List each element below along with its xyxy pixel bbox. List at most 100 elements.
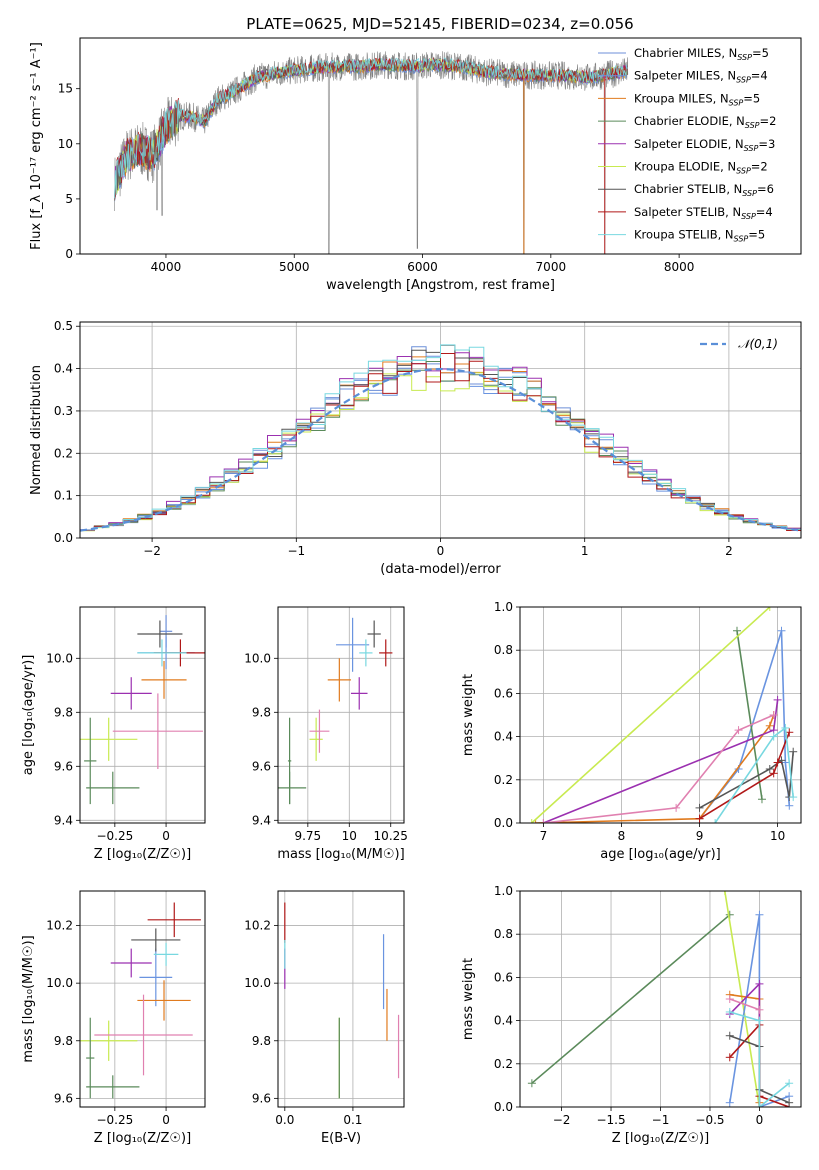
- plot-frame: [79, 890, 206, 1108]
- model-spectrum: [114, 58, 628, 201]
- legend-subscript: SSP: [736, 76, 751, 85]
- legend-subscript: SSP: [744, 144, 759, 153]
- weight-series-line: [531, 607, 771, 823]
- legend-subscript: SSP: [736, 167, 751, 176]
- plot-frame: [277, 606, 405, 824]
- model-spectrum: [114, 57, 628, 200]
- x-tick-label: 9: [696, 829, 704, 843]
- x-axis-label: wavelength [Angstrom, rest frame]: [326, 278, 555, 293]
- age-vs-mass-panel: 9.75 10 10.25 9.4 9.6 9.8 10.0 mass [log₁₀(M/M☉…: [244, 606, 408, 862]
- y-tick-label: 0.2: [494, 1057, 513, 1071]
- x-tick-label: 7000: [536, 260, 567, 274]
- figure-title: PLATE=0625, MJD=52145, FIBERID=0234, z=0…: [246, 15, 633, 33]
- legend-label: Kroupa STELIB, NSSP=5: [634, 228, 765, 244]
- spectrum-panel: 4000 5000 6000 7000 8000 0 5 10 15 wavelength [An…: [29, 37, 802, 293]
- x-tick-label: 2: [725, 544, 733, 558]
- y-tick-label: 0.0: [54, 531, 73, 545]
- x-tick-label: 10: [342, 829, 357, 843]
- y-tick-label: 9.6: [252, 759, 271, 773]
- plot-frame: [519, 606, 802, 824]
- legend-nssp: =2: [760, 114, 777, 128]
- legend-subscript: SSP: [734, 235, 749, 244]
- plot-frame: [277, 890, 405, 1108]
- y-tick-label: 9.4: [54, 813, 73, 827]
- x-tick-label: 10.25: [374, 829, 408, 843]
- weight-vs-age-panel: 7 8 9 10 0.0 0.2 0.4 0.6 0.8 1.0 age [log₁₀(age/yr…: [461, 600, 802, 862]
- y-axis-label: mass [log₁₀(M/M☉)]: [21, 935, 36, 1062]
- plot-frame: [79, 37, 802, 255]
- y-tick-label: 0.8: [494, 927, 513, 941]
- x-tick-label: 8: [618, 829, 626, 843]
- y-tick-label: 9.6: [252, 1091, 271, 1105]
- legend-subscript: SSP: [742, 189, 757, 198]
- model-spectrum: [114, 59, 628, 201]
- legend-nssp: =3: [758, 137, 775, 151]
- x-axis-label: E(B-V): [321, 1131, 361, 1146]
- weight-series-line: [535, 714, 775, 823]
- x-axis-label: Z [log₁₀(Z/Z☉)]: [612, 1131, 709, 1146]
- y-tick-label: 9.8: [252, 705, 271, 719]
- y-tick-label: 9.8: [54, 1034, 73, 1048]
- residual-histogram: [80, 353, 801, 531]
- mass-vs-EBV-data: [284, 902, 400, 1099]
- weight-vs-age-data: [527, 607, 798, 823]
- y-tick-label: 0.4: [494, 1014, 513, 1028]
- y-tick-label: 5: [65, 192, 73, 206]
- age-vs-mass-data: [278, 617, 393, 805]
- residuals-data: [80, 344, 801, 532]
- weight-series-line: [736, 630, 763, 800]
- legend-subscript: SSP: [737, 53, 752, 62]
- legend-label: Salpeter STELIB, NSSP=4: [634, 205, 773, 221]
- mass-vs-EBV-panel: 0.0 0.1 9.6 9.8 10.0 10.2 E(B-V): [244, 890, 405, 1146]
- weight-vs-Z-panel: −2 −1.5 −1 −0.5 0 0.0 0.2 0.4 0.6 0.8 1.0 Z [log₁₀(…: [461, 884, 802, 1146]
- model-spectrum: [114, 60, 628, 202]
- y-tick-label: 1.0: [494, 884, 513, 898]
- model-spectrum: [114, 57, 628, 199]
- y-tick-label: 9.6: [54, 1091, 73, 1105]
- legend-label: 𝒩(0,1): [738, 337, 778, 351]
- x-tick-label: 10: [770, 829, 785, 843]
- x-tick-label: 0: [162, 1113, 170, 1127]
- y-tick-label: 0.2: [54, 446, 73, 460]
- x-tick-label: 0: [162, 829, 170, 843]
- weight-series-line: [724, 891, 761, 1107]
- y-tick-label: 10.2: [46, 919, 73, 933]
- weight-series-line: [714, 726, 794, 823]
- plot-frame: [519, 890, 802, 1108]
- y-tick-label: 1.0: [494, 600, 513, 614]
- spectrum-data: [114, 51, 629, 254]
- weight-vs-Z-data: [527, 891, 794, 1107]
- y-tick-label: 0.8: [494, 643, 513, 657]
- legend-nssp: =4: [751, 69, 768, 83]
- legend-subscript: SSP: [729, 98, 744, 107]
- x-tick-label: 5000: [279, 260, 310, 274]
- y-tick-label: 9.4: [252, 813, 271, 827]
- y-tick-label: 0.5: [54, 319, 73, 333]
- mass-vs-Z-panel: −0.25 0 9.6 9.8 10.0 10.2 Z [log₁₀(Z/Z☉)] mass …: [21, 890, 206, 1146]
- x-tick-label: −2: [143, 544, 161, 558]
- legend-label: Salpeter MILES, NSSP=4: [634, 69, 768, 85]
- x-tick-label: 4000: [151, 260, 182, 274]
- x-axis-label: Z [log₁₀(Z/Z☉)]: [94, 1131, 191, 1146]
- x-tick-label: 1: [581, 544, 589, 558]
- x-tick-label: −1.5: [596, 1113, 625, 1127]
- age-vs-Z-panel: −0.25 0 9.4 9.6 9.8 10.0 Z [log₁₀(Z/Z☉)] age [l…: [21, 606, 206, 862]
- weight-series-line: [543, 714, 775, 823]
- y-tick-label: 0.0: [494, 1100, 513, 1114]
- y-tick-label: 10.2: [244, 919, 271, 933]
- legend-nssp: =6: [757, 182, 774, 196]
- legend-subscript: SSP: [741, 212, 756, 221]
- weight-series-line: [729, 998, 760, 1011]
- residuals-panel: −2 −1 0 1 2 0.0 0.1 0.2 0.3 0.4 0.5 (data-model)/er…: [29, 319, 802, 577]
- x-tick-label: 7: [540, 829, 548, 843]
- legend-label: Kroupa ELODIE, NSSP=2: [634, 160, 768, 176]
- mass-vs-Z-data: [80, 902, 201, 1099]
- legend-label: Kroupa MILES, NSSP=5: [634, 91, 760, 107]
- y-tick-label: 0.4: [54, 362, 73, 376]
- x-tick-label: −0.5: [695, 1113, 724, 1127]
- model-spectrum: [114, 60, 628, 202]
- y-tick-label: 0: [65, 247, 73, 261]
- y-tick-label: 10.0: [46, 651, 73, 665]
- y-axis-label: Flux [f_λ 10⁻¹⁷ erg cm⁻² s⁻¹ A⁻¹]: [29, 42, 44, 250]
- model-spectrum: [114, 58, 628, 201]
